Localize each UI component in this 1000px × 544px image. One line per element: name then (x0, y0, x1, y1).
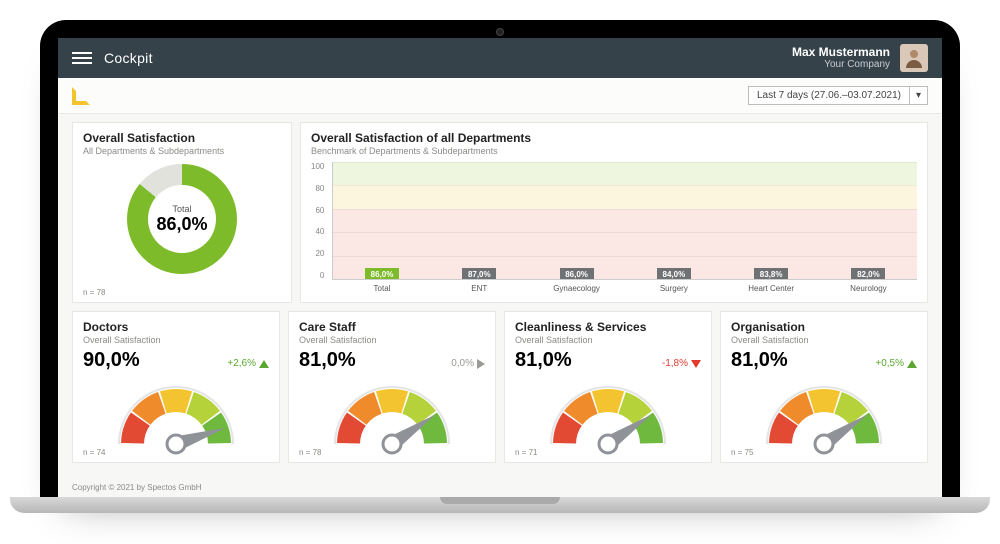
bar-slot: 83,8%Heart Center (722, 268, 819, 279)
bar: 83,8% (754, 268, 788, 279)
gauge-chart (515, 376, 701, 456)
screen: Cockpit Max Mustermann Your Company Last… (58, 38, 942, 498)
bar: 86,0% (560, 268, 594, 279)
gauge-value: 81,0% (731, 349, 788, 372)
laptop-base (10, 497, 990, 513)
card-subtitle: All Departments & Subdepartments (83, 146, 281, 156)
gauge-card: Doctors Overall Satisfaction 90,0% +2,6%… (72, 311, 280, 463)
bar-slot: 87,0%ENT (431, 268, 528, 279)
logo-icon (72, 87, 90, 105)
card-title: Cleanliness & Services (515, 320, 701, 334)
footnote: n = 75 (731, 448, 753, 457)
bar-slot: 86,0%Total (333, 268, 430, 279)
bar-label: Neurology (850, 284, 886, 293)
card-subtitle: Overall Satisfaction (299, 335, 485, 345)
topbar: Cockpit Max Mustermann Your Company (58, 38, 942, 78)
bar-plot: 86,0%Total87,0%ENT86,0%Gynaecology84,0%S… (332, 162, 917, 280)
donut-value: 86,0% (156, 214, 207, 235)
camera-dot (496, 28, 504, 36)
footnote: n = 78 (299, 448, 321, 457)
bar-slot: 82,0%Neurology (820, 268, 917, 279)
app-title: Cockpit (104, 50, 153, 66)
bar-label: Heart Center (748, 284, 794, 293)
date-range-picker[interactable]: Last 7 days (27.06.–03.07.2021) ▾ (748, 86, 928, 105)
card-overall-satisfaction: Overall Satisfaction All Departments & S… (72, 122, 292, 303)
bar: 82,0% (851, 268, 885, 279)
trend-flat-icon (477, 359, 485, 369)
bar: 84,0% (657, 268, 691, 279)
gauge-chart (83, 376, 269, 456)
bar-label: Total (374, 284, 391, 293)
subbar: Last 7 days (27.06.–03.07.2021) ▾ (58, 78, 942, 114)
trend-delta: +0,5% (875, 358, 917, 369)
card-title: Organisation (731, 320, 917, 334)
bar-label: Gynaecology (553, 284, 600, 293)
user-block[interactable]: Max Mustermann Your Company (792, 46, 890, 70)
chevron-down-icon: ▾ (910, 87, 927, 104)
delta-text: 0,0% (451, 358, 474, 369)
bar-slot: 86,0%Gynaecology (528, 268, 625, 279)
footnote: n = 71 (515, 448, 537, 457)
donut-chart: Total 86,0% (127, 164, 237, 274)
laptop-frame: Cockpit Max Mustermann Your Company Last… (40, 20, 960, 498)
delta-text: -1,8% (662, 358, 688, 369)
bar-label: Surgery (660, 284, 688, 293)
date-range-label: Last 7 days (27.06.–03.07.2021) (749, 87, 910, 104)
trend-up-icon (907, 360, 917, 368)
bar: 87,0% (462, 268, 496, 279)
gauge-card: Care Staff Overall Satisfaction 81,0% 0,… (288, 311, 496, 463)
card-subtitle: Benchmark of Departments & Subdepartment… (311, 146, 917, 156)
trend-down-icon (691, 360, 701, 368)
bar-slot: 84,0%Surgery (625, 268, 722, 279)
card-title: Doctors (83, 320, 269, 334)
delta-text: +0,5% (875, 358, 904, 369)
bar-label: ENT (471, 284, 487, 293)
card-subtitle: Overall Satisfaction (83, 335, 269, 345)
user-company: Your Company (792, 59, 890, 70)
copyright: Copyright © 2021 by Spectos GmbH (58, 480, 942, 498)
gauge-value: 90,0% (83, 349, 140, 372)
gauge-chart (731, 376, 917, 456)
menu-icon[interactable] (72, 52, 92, 64)
trend-delta: +2,6% (227, 358, 269, 369)
card-title: Overall Satisfaction (83, 131, 281, 145)
card-title: Overall Satisfaction of all Departments (311, 131, 917, 145)
trend-delta: -1,8% (662, 358, 701, 369)
gauge-value: 81,0% (515, 349, 572, 372)
gauge-value: 81,0% (299, 349, 356, 372)
gauge-card: Organisation Overall Satisfaction 81,0% … (720, 311, 928, 463)
card-subtitle: Overall Satisfaction (731, 335, 917, 345)
y-axis: 100806040200 (311, 162, 326, 280)
trend-delta: 0,0% (451, 358, 485, 369)
trend-up-icon (259, 360, 269, 368)
footnote: n = 78 (83, 288, 105, 297)
gauge-chart (299, 376, 485, 456)
card-title: Care Staff (299, 320, 485, 334)
card-departments: Overall Satisfaction of all Departments … (300, 122, 928, 303)
donut-label: Total (156, 204, 207, 214)
gauge-card: Cleanliness & Services Overall Satisfact… (504, 311, 712, 463)
user-name: Max Mustermann (792, 46, 890, 59)
delta-text: +2,6% (227, 358, 256, 369)
avatar[interactable] (900, 44, 928, 72)
footnote: n = 74 (83, 448, 105, 457)
bar: 86,0% (365, 268, 399, 279)
card-subtitle: Overall Satisfaction (515, 335, 701, 345)
